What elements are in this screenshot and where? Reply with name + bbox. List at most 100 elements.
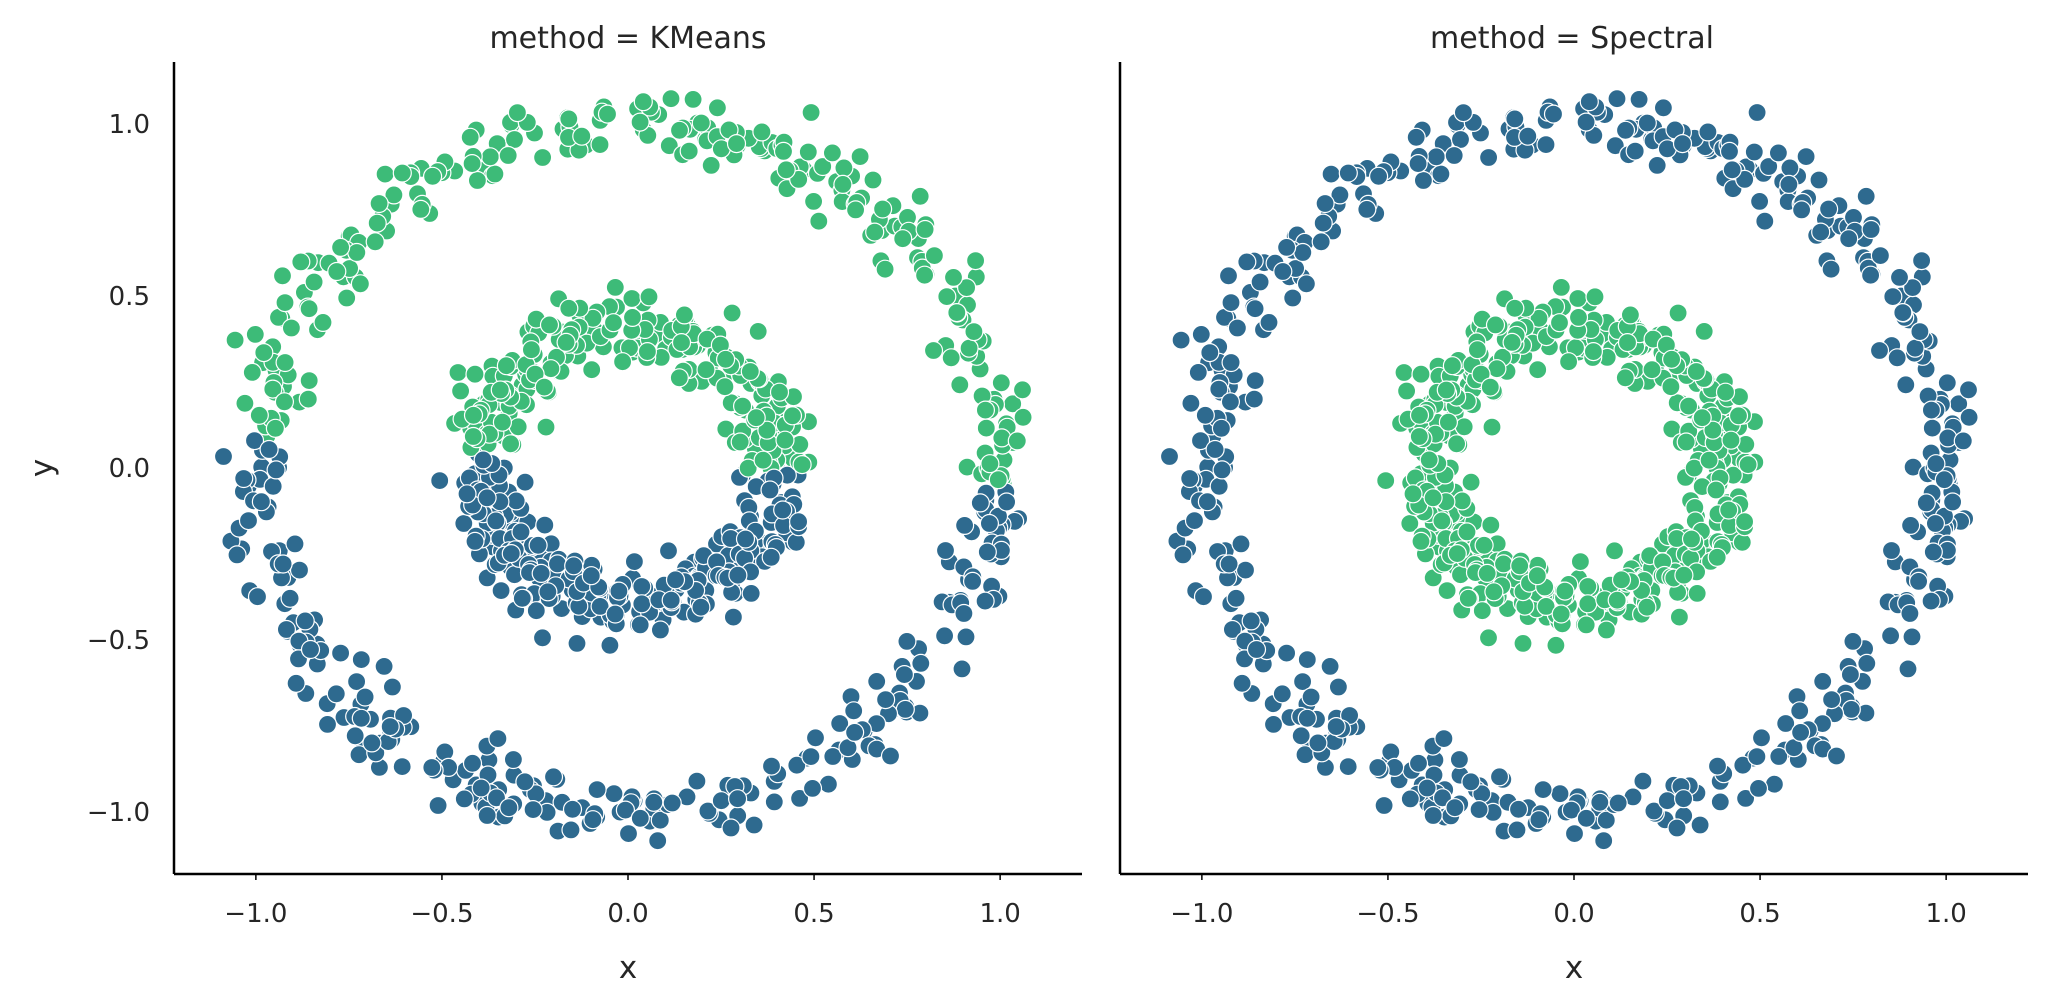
scatter-point bbox=[934, 626, 955, 646]
scatter-point bbox=[1555, 581, 1575, 601]
scatter-point bbox=[477, 805, 497, 826]
scatter-point bbox=[1699, 450, 1719, 470]
scatter-point bbox=[1227, 318, 1248, 338]
scatter-point bbox=[259, 439, 279, 460]
scatter-point bbox=[587, 779, 607, 800]
scatter-point bbox=[281, 318, 301, 338]
scatter-point bbox=[752, 122, 772, 142]
scatter-point bbox=[1596, 620, 1617, 640]
scatter-point bbox=[1780, 158, 1800, 178]
scatter-point bbox=[1861, 219, 1881, 240]
scatter-point bbox=[1744, 142, 1764, 162]
scatter-point bbox=[801, 746, 821, 767]
scatter-point bbox=[639, 287, 659, 307]
scatter-point bbox=[633, 92, 653, 112]
scatter-point bbox=[1578, 594, 1598, 614]
scatter-point bbox=[1197, 492, 1218, 512]
scatter-point bbox=[1751, 728, 1772, 748]
scatter-point bbox=[1474, 535, 1494, 555]
scatter-point bbox=[604, 784, 624, 804]
scatter-point bbox=[538, 582, 558, 602]
scatter-point bbox=[671, 333, 692, 353]
scatter-point bbox=[1292, 671, 1313, 692]
scatter-point bbox=[1485, 315, 1506, 335]
scatter-point bbox=[1604, 541, 1625, 561]
scatter-point bbox=[895, 699, 915, 720]
scatter-point bbox=[266, 460, 286, 480]
scatter-point bbox=[490, 380, 510, 400]
scatter-point bbox=[834, 158, 854, 178]
scatter-point bbox=[313, 312, 333, 332]
scatter-point bbox=[491, 580, 511, 601]
scatter-point bbox=[1489, 767, 1510, 787]
scatter-point bbox=[650, 620, 671, 640]
scatter-point bbox=[923, 340, 944, 361]
scatter-point bbox=[532, 147, 553, 168]
x-tick-label: −1.0 bbox=[224, 899, 287, 929]
scatter-point bbox=[1461, 772, 1481, 792]
scatter-point bbox=[1687, 583, 1707, 604]
scatter-point bbox=[291, 252, 311, 272]
scatter-point bbox=[501, 434, 521, 454]
scatter-point bbox=[798, 142, 818, 162]
scatter-point bbox=[977, 542, 997, 562]
scatter-point bbox=[1193, 587, 1214, 607]
scatter-point bbox=[698, 801, 718, 821]
scatter-point bbox=[723, 607, 744, 627]
scatter-point bbox=[1551, 604, 1571, 624]
scatter-point bbox=[947, 303, 967, 323]
scatter-point bbox=[1605, 136, 1625, 156]
scatter-point bbox=[1674, 565, 1694, 585]
scatter-point bbox=[1922, 418, 1942, 438]
scatter-point bbox=[1338, 756, 1358, 777]
scatter-point bbox=[374, 656, 394, 677]
scatter-point bbox=[1856, 186, 1876, 206]
scatter-point bbox=[867, 671, 887, 692]
scatter-point bbox=[350, 274, 370, 294]
scatter-point bbox=[501, 543, 521, 564]
scatter-point bbox=[1297, 649, 1317, 670]
scatter-point bbox=[375, 164, 395, 184]
scatter-point bbox=[1551, 277, 1571, 297]
scatter-point bbox=[1821, 689, 1842, 710]
scatter-point bbox=[1454, 417, 1474, 437]
scatter-point bbox=[1374, 795, 1394, 816]
scatter-point bbox=[609, 581, 629, 601]
scatter-point bbox=[1938, 428, 1958, 448]
scatter-point bbox=[764, 792, 784, 812]
scatter-point bbox=[956, 278, 977, 298]
scatter-point bbox=[1748, 778, 1769, 799]
scatter-point bbox=[1769, 746, 1789, 767]
scatter-point bbox=[1594, 831, 1614, 851]
scatter-point bbox=[1291, 726, 1311, 746]
scatter-point bbox=[422, 757, 442, 778]
scatter-point bbox=[1821, 259, 1841, 279]
scatter-point bbox=[521, 340, 542, 360]
scatter-point bbox=[473, 450, 493, 470]
scatter-point bbox=[369, 193, 389, 214]
scatter-point bbox=[1869, 340, 1890, 361]
scatter-point bbox=[1707, 547, 1727, 567]
scatter-point bbox=[1818, 199, 1839, 219]
scatter-point bbox=[735, 529, 756, 549]
scatter-point bbox=[1437, 580, 1457, 601]
scatter-point bbox=[1191, 324, 1211, 344]
y-axis-label: y bbox=[24, 459, 60, 477]
scatter-point bbox=[644, 792, 664, 812]
x-tick-label: −0.5 bbox=[410, 899, 473, 929]
scatter-point bbox=[769, 382, 790, 402]
scatter-point bbox=[1480, 377, 1500, 397]
scatter-point bbox=[467, 170, 487, 191]
scatter-point bbox=[582, 360, 602, 380]
scatter-point bbox=[1843, 631, 1863, 652]
scatter-point bbox=[1578, 576, 1598, 597]
scatter-point bbox=[1457, 522, 1477, 542]
scatter-point bbox=[1576, 112, 1596, 132]
scatter-point bbox=[1811, 222, 1831, 242]
scatter-point bbox=[1417, 778, 1437, 798]
scatter-point bbox=[1467, 340, 1488, 360]
scatter-point bbox=[1308, 733, 1328, 753]
scatter-point bbox=[1311, 232, 1331, 252]
scatter-point bbox=[285, 534, 305, 554]
